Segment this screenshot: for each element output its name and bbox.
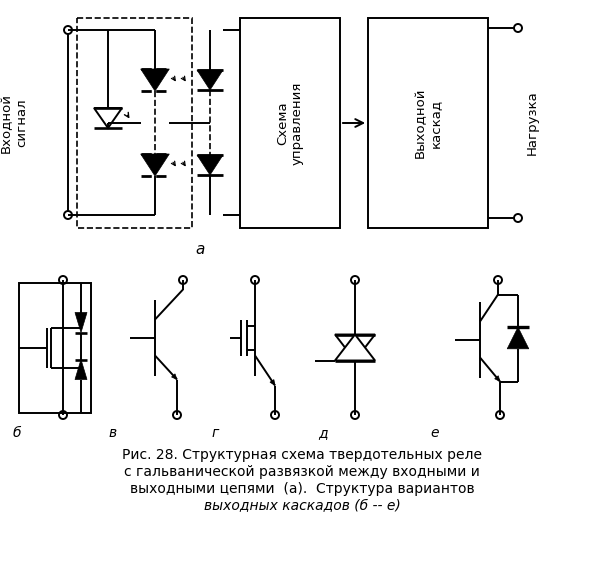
Text: д: д: [318, 426, 328, 440]
Circle shape: [514, 24, 522, 32]
Polygon shape: [75, 360, 87, 380]
Bar: [240, 18, 340, 228]
Bar: [19, 283, 91, 413]
Circle shape: [514, 214, 522, 222]
Text: Нагрузка: Нагрузка: [526, 91, 539, 155]
Text: Выходной
каскад: Выходной каскад: [414, 88, 442, 158]
Polygon shape: [75, 313, 87, 332]
Polygon shape: [270, 380, 275, 386]
Text: в: в: [109, 426, 117, 440]
Text: выходных каскадов (б -- е): выходных каскадов (б -- е): [204, 499, 400, 513]
Text: Входной
сигнал: Входной сигнал: [0, 93, 28, 153]
Polygon shape: [94, 108, 122, 128]
Polygon shape: [141, 69, 169, 91]
Polygon shape: [335, 335, 375, 361]
Polygon shape: [495, 376, 500, 381]
Polygon shape: [197, 70, 223, 90]
Text: е: е: [431, 426, 439, 440]
Text: г: г: [211, 426, 219, 440]
Text: а: а: [195, 243, 205, 258]
Polygon shape: [335, 335, 375, 361]
Polygon shape: [172, 374, 177, 380]
Text: выходными цепями  (а).  Структура вариантов: выходными цепями (а). Структура варианто…: [130, 482, 474, 496]
Text: Схема
управления: Схема управления: [276, 81, 304, 165]
Polygon shape: [141, 154, 169, 176]
Bar: [368, 18, 488, 228]
Text: с гальванической развязкой между входными и: с гальванической развязкой между входным…: [124, 465, 480, 479]
Text: Рис. 28. Структурная схема твердотельных реле: Рис. 28. Структурная схема твердотельных…: [122, 448, 482, 462]
Polygon shape: [197, 155, 223, 175]
Polygon shape: [507, 327, 528, 349]
Text: б: б: [13, 426, 21, 440]
Bar: [77, 18, 192, 228]
